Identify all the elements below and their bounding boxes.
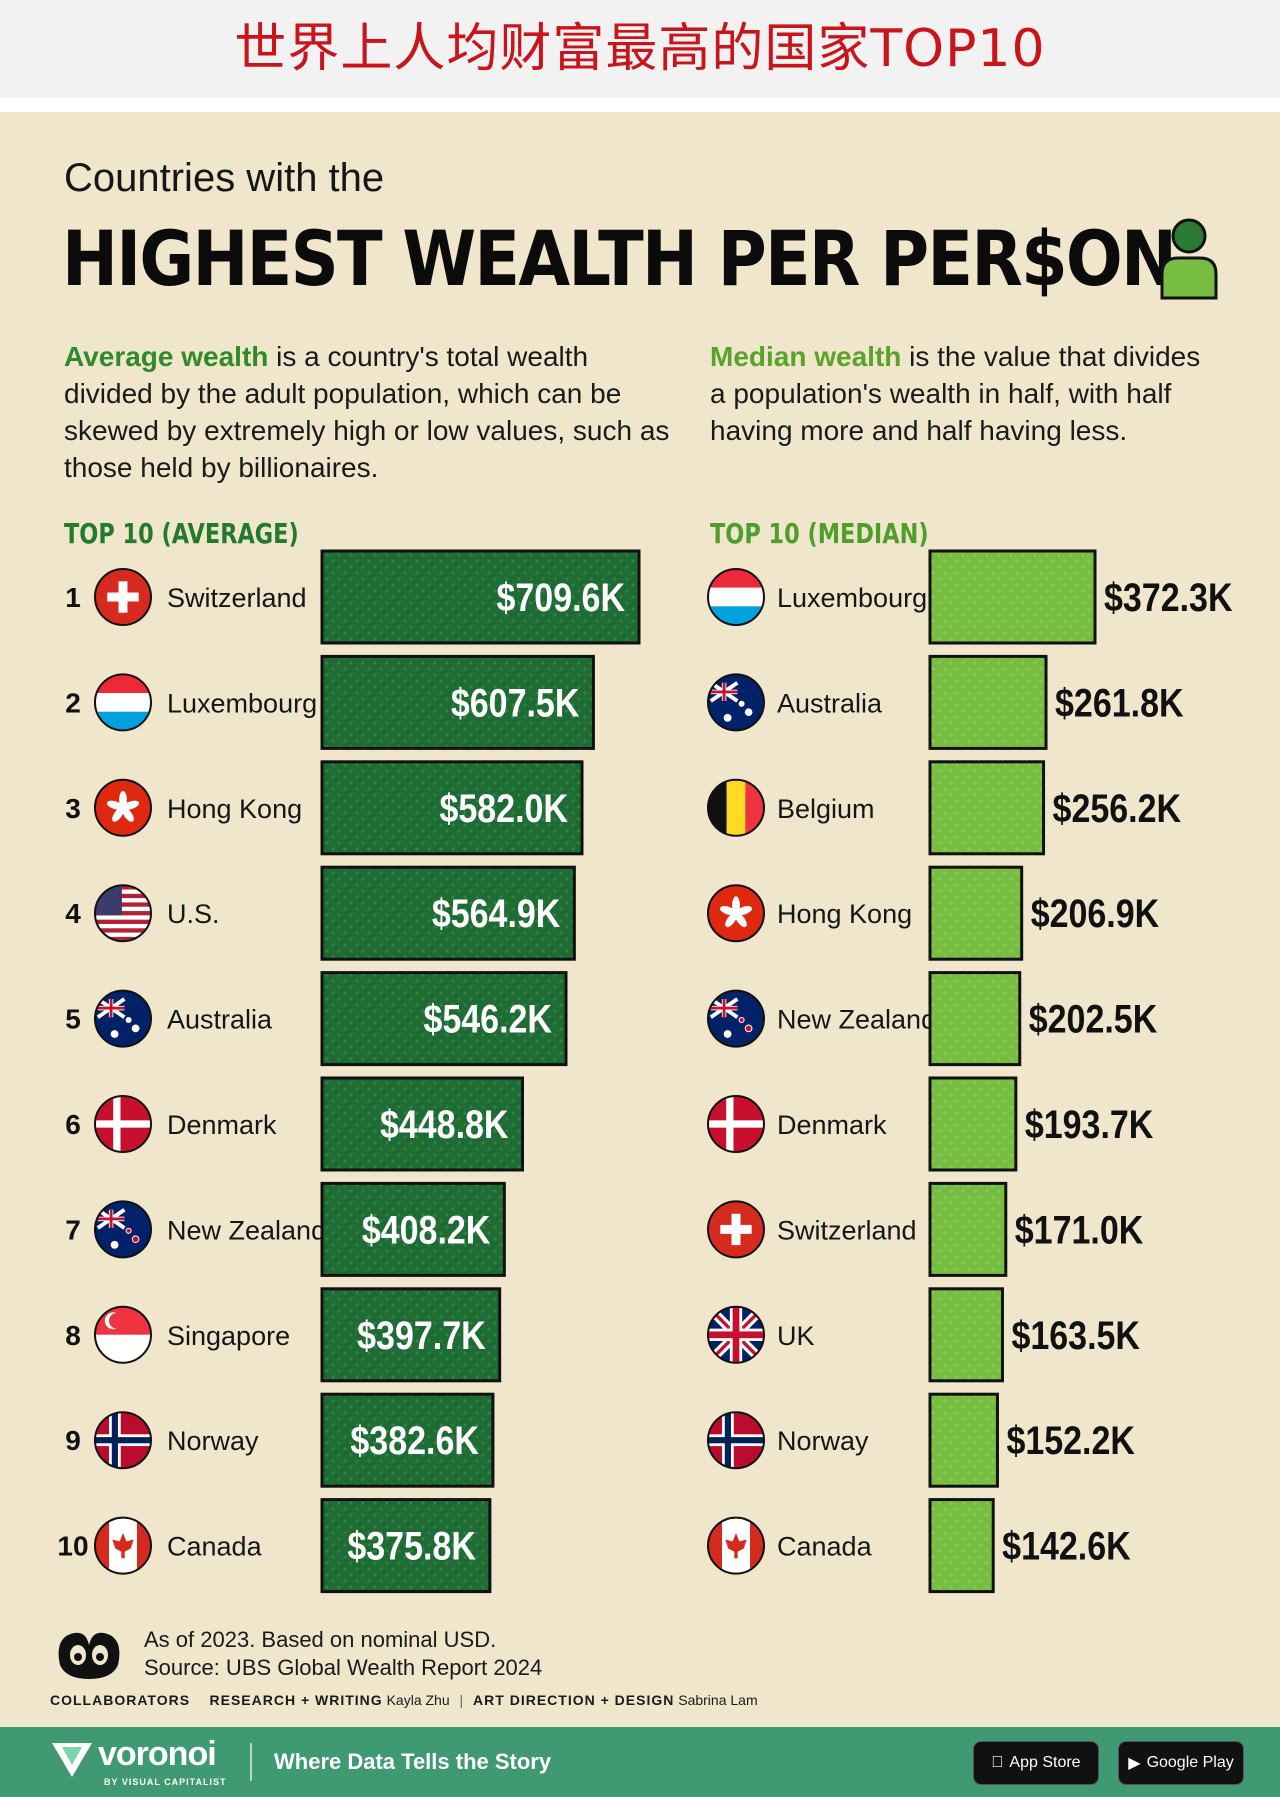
source-note-date: As of 2023. Based on nominal USD.: [144, 1627, 497, 1652]
art-direction-name: Sabrina Lam: [678, 1692, 758, 1708]
collaborators-logo-icon: [58, 1632, 120, 1679]
bottom-bar-divider: [250, 1743, 252, 1781]
google-play-button[interactable]: ▶ Google Play: [1118, 1741, 1244, 1785]
median-wealth-term: Median wealth: [710, 341, 902, 372]
credits: COLLABORATORS RESEARCH + WRITING Kayla Z…: [50, 1692, 758, 1708]
research-label: RESEARCH + WRITING: [209, 1692, 383, 1708]
infographic-subtitle: Countries with the: [64, 156, 385, 200]
app-store-button[interactable]:  App Store: [973, 1741, 1099, 1785]
apple-icon: : [991, 1754, 1003, 1772]
tagline: Where Data Tells the Story: [274, 1749, 552, 1774]
headline-container: HIGHEST WEALTH PER PER$ON: [62, 208, 1280, 308]
collaborators-label: COLLABORATORS: [50, 1692, 191, 1708]
person-icon: [1160, 218, 1218, 300]
art-direction-label: ART DIRECTION + DESIGN: [473, 1692, 675, 1708]
app-store-label: App Store: [1003, 1754, 1080, 1771]
infographic-headline: HIGHEST WEALTH PER PER$ON: [62, 213, 1177, 303]
average-chart-title: TOP 10 (AVERAGE): [64, 517, 299, 550]
average-wealth-term: Average wealth: [64, 341, 269, 372]
credits-separator: |: [459, 1692, 464, 1708]
median-wealth-description: Median wealth is the value that divides …: [710, 338, 1210, 449]
infographic-background: [0, 112, 1280, 1727]
median-wealth-definition: is the value that divides a population's…: [710, 341, 1201, 446]
banner: 世界上人均财富最高的国家TOP10: [0, 0, 1280, 98]
bottom-bar: voronoi BY VISUAL CAPITALIST Where Data …: [0, 1727, 1280, 1797]
source-note-source: Source: UBS Global Wealth Report 2024: [144, 1655, 543, 1680]
brand-subtitle: BY VISUAL CAPITALIST: [104, 1777, 227, 1787]
median-chart-title: TOP 10 (MEDIAN): [710, 517, 929, 550]
banner-divider: [0, 98, 1280, 112]
banner-title: 世界上人均财富最高的国家TOP10: [234, 19, 1046, 79]
google-play-label: Google Play: [1146, 1754, 1234, 1771]
average-wealth-description: Average wealth is a country's total weal…: [64, 338, 684, 486]
research-name: Kayla Zhu: [386, 1692, 450, 1708]
brand-name[interactable]: voronoi: [98, 1735, 217, 1773]
average-wealth-definition: is a country's total wealth divided by t…: [64, 341, 670, 483]
voronoi-logo-icon: [52, 1743, 92, 1777]
source-note: As of 2023. Based on nominal USD. Source…: [144, 1626, 542, 1682]
play-icon: ▶: [1128, 1755, 1141, 1772]
